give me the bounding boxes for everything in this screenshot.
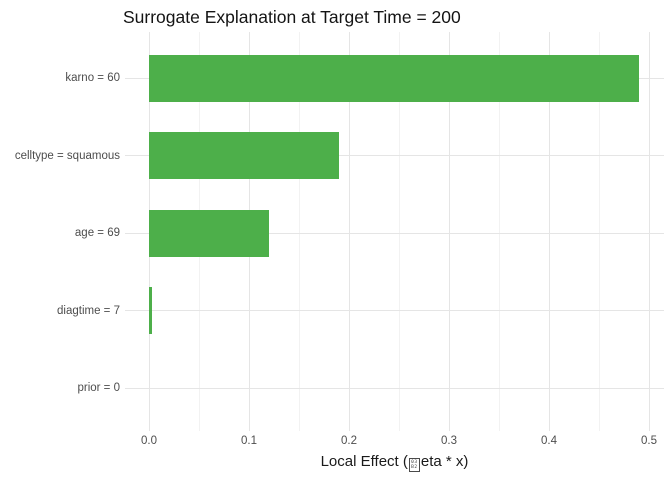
x-tick-label: 0.3	[441, 435, 457, 447]
x-axis-title-prefix: Local Effect (	[320, 453, 408, 470]
bar	[149, 54, 639, 102]
missing-glyph-hex-row-top: 03	[411, 459, 418, 465]
x-tick-label: 0.1	[241, 435, 257, 447]
y-tick-label: diagtime = 7	[57, 304, 120, 317]
y-tick-label: karno = 60	[65, 72, 120, 84]
gridline-vertical-major	[648, 32, 650, 431]
x-axis-title-suffix: eta * x)	[420, 453, 469, 470]
gridline-vertical-major	[548, 32, 550, 431]
x-axis-title: Local Effect (03 B2 eta * x)	[125, 453, 664, 472]
gridline-horizontal-major	[125, 387, 664, 389]
gridline-vertical-minor	[498, 32, 500, 431]
missing-glyph-box: 03 B2	[408, 457, 420, 472]
gridline-vertical-minor	[598, 32, 600, 431]
gridline-vertical-minor	[398, 32, 400, 431]
y-tick-label: age = 69	[74, 227, 120, 239]
bar	[149, 209, 269, 257]
y-tick-label: celltype = squamous	[14, 149, 120, 162]
gridline-horizontal-major	[125, 232, 664, 234]
gridline-horizontal-major	[125, 155, 664, 157]
y-tick-label: prior = 0	[77, 382, 120, 394]
x-tick-label: 0.2	[341, 435, 357, 447]
x-tick-label: 0.0	[141, 435, 157, 447]
missing-glyph-hex-row-bottom: B2	[411, 465, 418, 470]
bar	[149, 287, 152, 334]
gridline-vertical-minor	[298, 32, 300, 431]
x-tick-label: 0.4	[541, 435, 557, 447]
gridline-vertical-major	[348, 32, 350, 431]
gridline-horizontal-major	[125, 310, 664, 312]
gridline-vertical-major	[448, 32, 450, 431]
chart-title: Surrogate Explanation at Target Time = 2…	[123, 7, 461, 27]
plot-panel	[125, 32, 664, 431]
x-tick-label: 0.5	[641, 435, 657, 447]
bar	[149, 132, 339, 179]
